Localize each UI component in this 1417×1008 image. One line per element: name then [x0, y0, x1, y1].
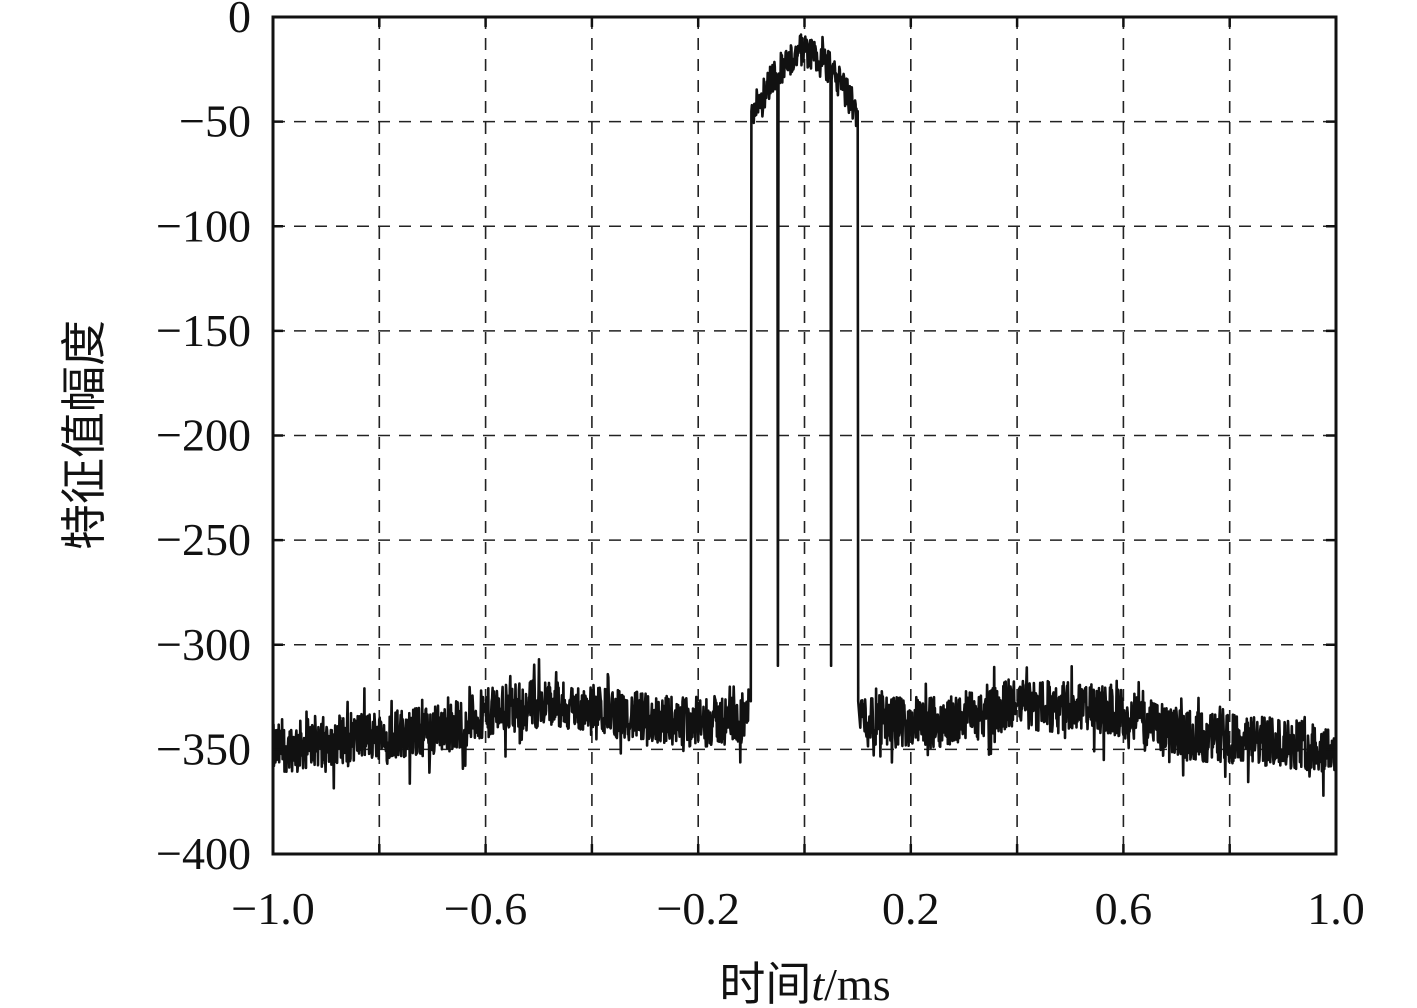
x-tick-label: −0.6: [444, 883, 527, 934]
x-tick-label: −1.0: [231, 883, 314, 934]
y-tick-label: −350: [156, 723, 251, 774]
x-tick-label: 0.6: [1095, 883, 1153, 934]
x-tick-labels: −1.0 −0.6 −0.2 0.2 0.6 1.0: [231, 883, 1364, 934]
y-tick-label: −200: [156, 410, 251, 461]
x-axis-title: 时间t/ms: [719, 957, 890, 1008]
series: [271, 33, 1338, 797]
y-axis-title: 特征值幅度: [57, 320, 111, 550]
tick-marks: [271, 15, 1338, 856]
y-tick-label: −400: [156, 828, 251, 879]
y-tick-label: −300: [156, 619, 251, 670]
y-tick-labels: 0 −50 −100 −150 −200 −250 −300 −350 −400: [156, 0, 251, 879]
y-tick-label: −150: [156, 305, 251, 356]
x-tick-label: −0.2: [656, 883, 739, 934]
y-tick-label: −50: [179, 96, 251, 147]
x-tick-label: 0.2: [882, 883, 940, 934]
y-tick-label: −100: [156, 200, 251, 251]
y-tick-label: −250: [156, 514, 251, 565]
series-line: [271, 33, 1338, 797]
y-tick-label: 0: [228, 0, 251, 42]
x-tick-label: 1.0: [1307, 883, 1365, 934]
